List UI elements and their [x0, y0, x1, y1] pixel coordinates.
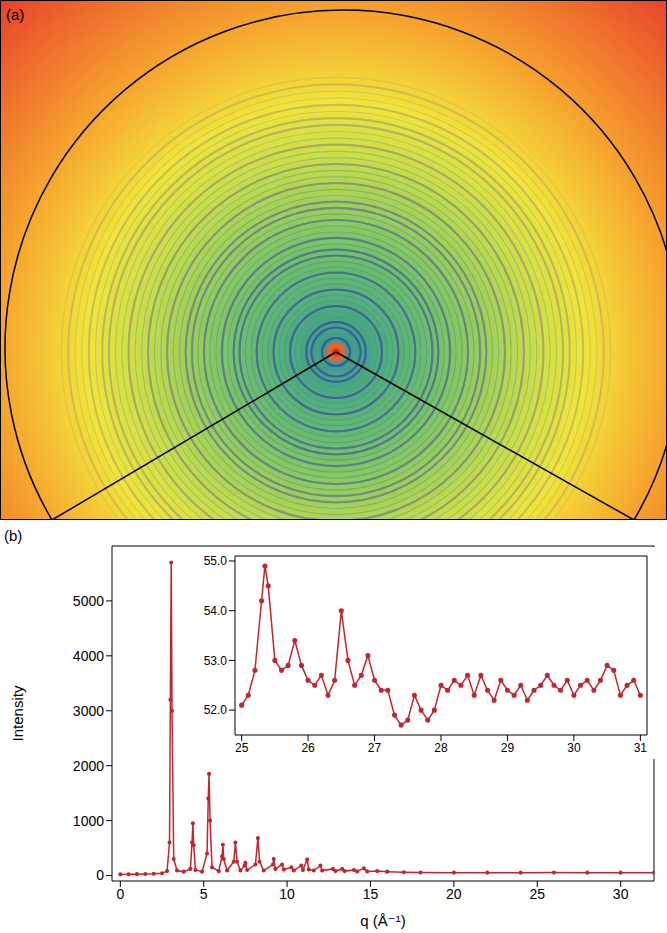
svg-text:1000: 1000 [73, 813, 104, 829]
html-text:(b): (b) [4, 527, 23, 544]
svg-text:0: 0 [96, 867, 104, 883]
svg-text:10: 10 [279, 886, 295, 902]
svg-text:4000: 4000 [73, 648, 104, 664]
svg-text:5: 5 [200, 886, 208, 902]
svg-text:25: 25 [529, 886, 545, 902]
svg-text:Intensity: Intensity [9, 685, 26, 741]
svg-text:26: 26 [301, 741, 315, 755]
svg-text:30: 30 [567, 741, 581, 755]
svg-text:53.0: 53.0 [204, 654, 228, 668]
svg-text:3000: 3000 [73, 703, 104, 719]
svg-text:0: 0 [116, 886, 124, 902]
svg-text:52.0: 52.0 [204, 703, 228, 717]
svg-text:28: 28 [434, 741, 448, 755]
svg-text:20: 20 [446, 886, 462, 902]
svg-text:55.0: 55.0 [204, 554, 228, 568]
svg-text:15: 15 [363, 886, 379, 902]
svg-text:30: 30 [613, 886, 629, 902]
svg-text:27: 27 [368, 741, 382, 755]
svg-text:q (Å⁻¹): q (Å⁻¹) [360, 912, 405, 929]
svg-text:29: 29 [501, 741, 515, 755]
svg-text:2000: 2000 [73, 758, 104, 774]
svg-text:31: 31 [634, 741, 648, 755]
svg-text:25: 25 [235, 741, 249, 755]
svg-text:5000: 5000 [73, 593, 104, 609]
svg-text:(a): (a) [6, 6, 24, 23]
svg-text:54.0: 54.0 [204, 604, 228, 618]
